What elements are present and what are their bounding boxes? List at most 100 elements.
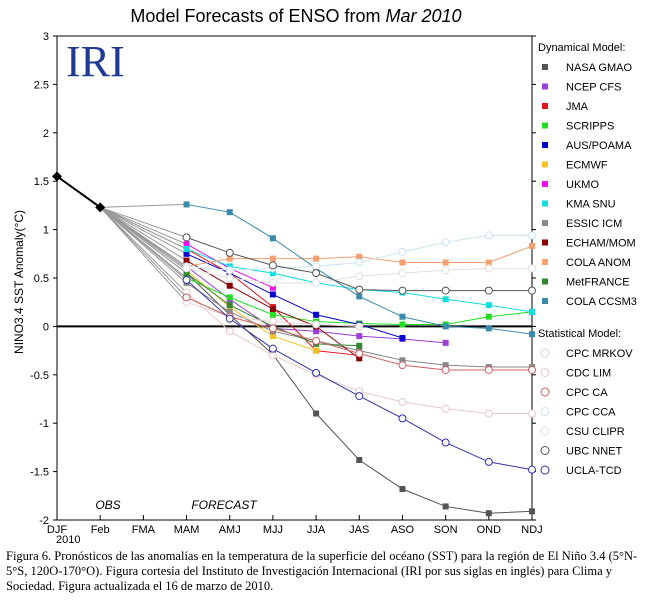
series-fan-line (99, 206, 187, 250)
legend-label: CSU CLIPR (566, 426, 625, 438)
series-point (398, 247, 407, 256)
legend-label: ESSIC ICM (566, 218, 622, 230)
legend-label: NASA GMAO (566, 62, 632, 74)
x-tick-label: FMA (132, 524, 156, 536)
series-line (186, 203, 533, 335)
series-point (312, 320, 321, 329)
legend-label: COLA CCSM3 (566, 296, 637, 308)
y-tick-label: -1 (39, 418, 49, 430)
series-point (269, 311, 276, 318)
x-axis-year-label: 2010 (56, 534, 80, 545)
series-point (528, 465, 536, 474)
series-point (269, 284, 276, 291)
series-point (313, 410, 320, 417)
legend-label: AUS/POAMA (566, 140, 632, 152)
legend-marker (540, 465, 550, 475)
legend-marker (542, 278, 548, 285)
legend-marker (542, 103, 548, 109)
series-line (186, 253, 403, 339)
series-point (441, 438, 450, 447)
legend-marker (542, 220, 548, 226)
series-point (441, 404, 450, 413)
observed-line (56, 175, 101, 209)
series-point (442, 259, 449, 266)
series-fan-line (99, 206, 187, 274)
series-point (312, 368, 321, 377)
legend-marker (540, 348, 550, 358)
series-point (356, 355, 363, 362)
series-point (269, 270, 276, 277)
y-tick-label: -1.5 (30, 467, 49, 479)
series-point (182, 233, 191, 242)
series-point (269, 305, 276, 312)
legend-label: NCEP CFS (566, 82, 621, 94)
series-point (441, 365, 450, 374)
series-point (226, 302, 233, 309)
legend-label: SCRIPPS (566, 121, 614, 133)
legend-marker (542, 64, 548, 70)
series-point (356, 342, 363, 349)
series-point (226, 255, 233, 262)
series-point (355, 272, 364, 281)
legend-label: CDC LIM (566, 368, 611, 380)
legend-label: UBC NNET (566, 446, 623, 458)
series-point (183, 257, 190, 264)
series-point (484, 365, 493, 374)
series-point (268, 317, 277, 326)
series-point (182, 293, 191, 302)
series-point (355, 349, 364, 358)
series-point (441, 286, 450, 295)
y-tick-label: 3 (43, 31, 49, 43)
series-point (182, 275, 191, 284)
series-point (484, 264, 493, 273)
series-point (528, 264, 536, 273)
legend-marker (540, 387, 550, 397)
series-fan-line (99, 206, 187, 281)
series-point (225, 314, 234, 323)
chart-title-prefix: Model Forecasts of ENSO from (130, 6, 380, 26)
x-tick-label: Feb (91, 524, 110, 536)
legend-marker (540, 407, 550, 416)
series-point (313, 328, 320, 335)
series-point (355, 258, 364, 267)
series-point (528, 365, 536, 374)
series-point (269, 235, 276, 242)
series-fan-line (99, 206, 187, 293)
x-tick-label: ASO (391, 524, 415, 536)
series-point (356, 253, 363, 260)
series-point (441, 266, 450, 275)
series-point (268, 344, 277, 353)
series-point (269, 255, 276, 262)
y-tick-label: 2 (43, 128, 49, 140)
series-point (528, 409, 536, 418)
observed-point (95, 202, 106, 213)
series-point (268, 261, 277, 270)
legend-label: COLA ANOM (566, 257, 631, 269)
chart-title: Model Forecasts of ENSO from Mar 2010 (130, 6, 461, 26)
legend-marker (540, 446, 550, 455)
series-point (313, 311, 320, 318)
x-tick-label: DJF (47, 524, 67, 536)
series-point (529, 243, 535, 250)
series-point (268, 278, 277, 287)
series-point (226, 282, 233, 289)
legend-label: UKMO (566, 179, 599, 191)
y-tick-label: 1 (43, 225, 49, 237)
y-tick-label: 0.5 (34, 273, 49, 285)
series-point (398, 397, 407, 406)
legend-marker (540, 368, 550, 377)
series-point (484, 457, 493, 466)
series-point (441, 238, 450, 247)
x-tick-label: SON (434, 524, 458, 536)
series-point (442, 362, 449, 369)
legend-label: UCLA-TCD (566, 465, 622, 477)
legend: Dynamical Model: Statistical Model: NASA… (538, 42, 637, 477)
series-point (528, 231, 536, 240)
series-point (356, 293, 363, 300)
legend-label: KMA SNU (566, 199, 616, 211)
series-point (355, 392, 364, 401)
series-point (484, 231, 493, 240)
series-point (183, 250, 190, 257)
series-point (225, 248, 234, 257)
